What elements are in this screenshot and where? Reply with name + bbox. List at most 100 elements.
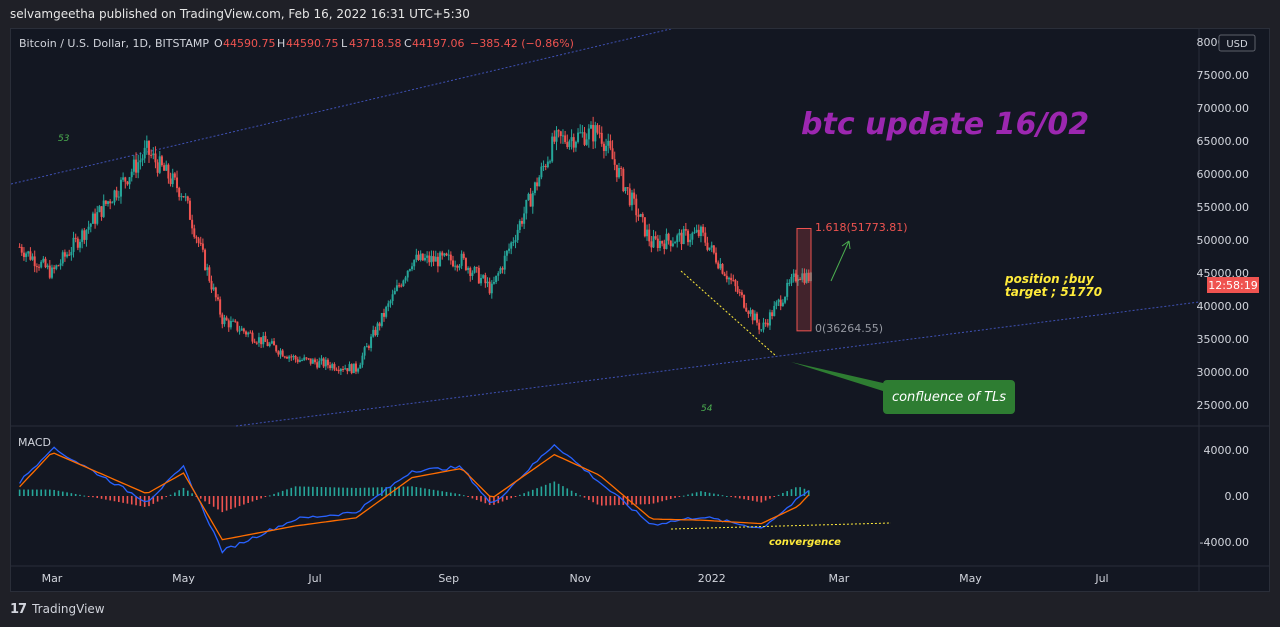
tradingview-logo-icon[interactable]: 17 bbox=[10, 601, 27, 617]
macd-hist-bar bbox=[130, 496, 133, 505]
candle bbox=[546, 156, 549, 169]
macd-hist-bar bbox=[618, 496, 620, 506]
candle bbox=[674, 240, 677, 244]
macd-hist-bar bbox=[273, 493, 275, 496]
price-chart[interactable]: 25000.00 30000.00 35000.00 40000.00 45000.00… bbox=[10, 26, 1269, 591]
candle bbox=[652, 229, 655, 248]
macd-hist-bar bbox=[247, 496, 249, 504]
legend-l: 43718.58 bbox=[349, 37, 402, 50]
candle bbox=[618, 162, 621, 179]
macd-hist-bar bbox=[186, 490, 189, 496]
candle bbox=[510, 241, 513, 255]
macd-hist-bar bbox=[807, 490, 810, 496]
axes: 25000.00 30000.00 35000.00 40000.00 45000.00… bbox=[42, 36, 1249, 585]
candle bbox=[337, 365, 340, 374]
yellow-trendline bbox=[680, 270, 777, 357]
callout-pointer bbox=[791, 362, 883, 391]
candle bbox=[22, 247, 25, 261]
candle bbox=[350, 363, 353, 375]
macd-hist-bar bbox=[70, 493, 73, 496]
candle bbox=[182, 195, 185, 198]
macd-hist-bar bbox=[299, 486, 301, 496]
macd-hist-bar bbox=[674, 496, 676, 498]
candle bbox=[193, 224, 196, 239]
candle bbox=[628, 183, 631, 207]
position-label: position ;buy bbox=[1004, 272, 1095, 286]
macd-hist-bar bbox=[484, 496, 487, 504]
macd-hist-bar bbox=[570, 490, 573, 496]
macd-hist-bar bbox=[721, 495, 724, 497]
candle bbox=[173, 172, 176, 181]
candle bbox=[766, 319, 769, 328]
candle bbox=[646, 224, 649, 241]
candle bbox=[318, 357, 321, 368]
candle bbox=[753, 310, 756, 321]
candle bbox=[288, 355, 291, 363]
candle bbox=[201, 238, 204, 253]
candle bbox=[803, 268, 806, 285]
macd-hist-bar bbox=[445, 491, 448, 496]
candle bbox=[83, 227, 86, 244]
candle bbox=[536, 177, 539, 191]
candle bbox=[602, 141, 605, 159]
candle bbox=[639, 213, 642, 217]
candle bbox=[303, 354, 306, 361]
macd-hist-bar bbox=[385, 487, 387, 496]
candle bbox=[738, 289, 741, 297]
candle bbox=[307, 358, 310, 361]
candle bbox=[359, 362, 362, 369]
candle bbox=[398, 282, 401, 288]
candle bbox=[411, 262, 414, 272]
candle bbox=[395, 279, 398, 292]
x-tick-label: Mar bbox=[829, 572, 850, 585]
candle bbox=[98, 205, 101, 213]
macd-hist-bar bbox=[303, 486, 306, 496]
macd-hist-bar bbox=[277, 492, 280, 496]
candle bbox=[492, 276, 495, 285]
candle bbox=[434, 250, 437, 262]
macd-hist-bar bbox=[92, 496, 94, 498]
macd-hist-bar bbox=[687, 494, 689, 496]
macd-hist-bar bbox=[281, 490, 284, 496]
macd-hist-bar bbox=[368, 487, 370, 496]
candle bbox=[495, 275, 498, 285]
macd-hist-bar bbox=[626, 496, 629, 505]
candle bbox=[544, 163, 547, 171]
candle bbox=[354, 361, 357, 375]
candle bbox=[665, 228, 668, 250]
candle bbox=[439, 250, 442, 267]
candle bbox=[229, 316, 232, 330]
candle bbox=[25, 251, 28, 263]
candle bbox=[197, 236, 200, 248]
macd-hist-bar bbox=[531, 489, 534, 496]
x-tick-label: Nov bbox=[569, 572, 591, 585]
currency-badge[interactable] bbox=[1218, 34, 1256, 52]
candle bbox=[238, 325, 241, 335]
y-tick-label: 50000.00 bbox=[1197, 234, 1250, 247]
macd-hist-bar bbox=[760, 496, 763, 503]
candle bbox=[143, 140, 146, 163]
candle bbox=[760, 328, 763, 332]
candle bbox=[469, 266, 472, 282]
macd-hist-bar bbox=[286, 489, 288, 496]
x-tick-label: Jul bbox=[307, 572, 321, 585]
brand-label[interactable]: TradingView bbox=[32, 602, 105, 616]
candle bbox=[682, 225, 685, 245]
candle bbox=[378, 321, 381, 331]
candle bbox=[587, 124, 590, 148]
macd-hist-bar bbox=[212, 496, 215, 507]
macd-hist-bar bbox=[208, 496, 211, 505]
candle bbox=[661, 240, 664, 247]
candle bbox=[736, 280, 739, 294]
macd-hist-bar bbox=[139, 496, 142, 507]
legend-h-label: H bbox=[277, 37, 285, 50]
candle bbox=[33, 250, 36, 273]
candle bbox=[262, 331, 265, 348]
candle bbox=[141, 154, 144, 167]
candle bbox=[232, 318, 235, 322]
candle bbox=[20, 244, 23, 256]
macd-hist-bar bbox=[419, 487, 422, 496]
candle bbox=[111, 201, 114, 204]
lower-trendline bbox=[235, 301, 1200, 427]
candle bbox=[42, 256, 45, 264]
